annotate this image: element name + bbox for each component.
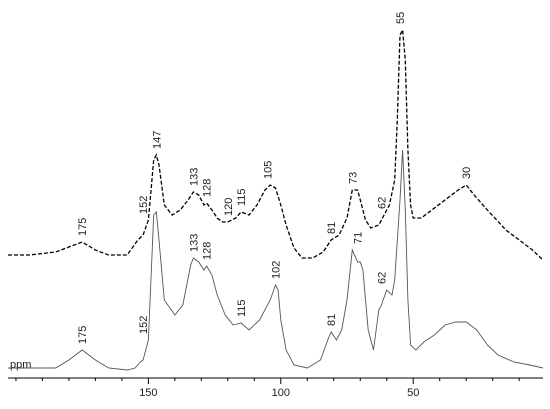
peak-label: 115 bbox=[236, 299, 248, 317]
spectrum-line bbox=[8, 149, 544, 371]
peak-label: 30 bbox=[461, 167, 473, 179]
peak-label: 133 bbox=[188, 234, 200, 252]
x-tick-label: 100 bbox=[272, 387, 290, 399]
peak-label: 152 bbox=[138, 316, 150, 334]
peak-label: 175 bbox=[77, 218, 89, 236]
peak-label: 115 bbox=[236, 188, 248, 206]
peak-label: 81 bbox=[326, 222, 338, 234]
peak-label: 62 bbox=[376, 197, 388, 209]
peak-label: 71 bbox=[353, 232, 365, 244]
spectrum-line bbox=[8, 27, 544, 261]
peak-label: 147 bbox=[151, 131, 163, 149]
peak-label: 120 bbox=[223, 198, 235, 216]
peak-label: 133 bbox=[188, 168, 200, 186]
x-axis-label: ppm bbox=[10, 359, 31, 371]
x-tick-label: 150 bbox=[139, 387, 157, 399]
peak-label: 55 bbox=[395, 12, 407, 24]
peak-label: 175 bbox=[77, 326, 89, 344]
peak-label: 152 bbox=[138, 196, 150, 214]
x-tick-label: 50 bbox=[407, 387, 419, 399]
peak-label: 128 bbox=[202, 242, 214, 260]
peak-label: 105 bbox=[263, 161, 275, 179]
peak-label: 102 bbox=[271, 261, 283, 279]
peak-label: 73 bbox=[347, 172, 359, 184]
peak-label: 81 bbox=[326, 314, 338, 326]
peak-label: 128 bbox=[202, 179, 214, 197]
peak-label: 62 bbox=[376, 272, 388, 284]
